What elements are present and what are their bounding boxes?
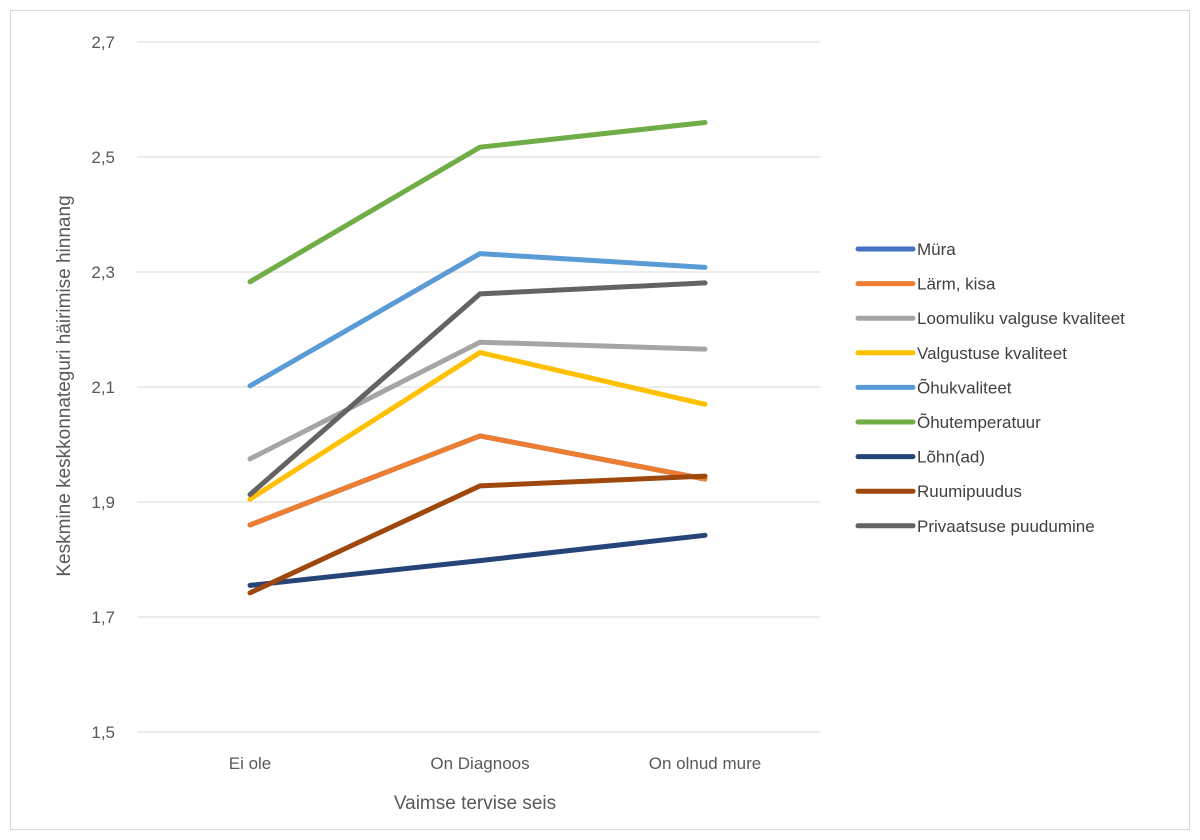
legend-label: Valgustuse kvaliteet [917,344,1067,363]
gridlines [137,41,820,733]
x-tick-label: On Diagnoos [430,754,529,773]
series-line [247,350,708,502]
y-tick-label: 2,5 [91,148,115,167]
y-tick-label: 1,5 [91,723,115,742]
series-line [247,251,708,389]
legend-label: Õhukvaliteet [917,378,1012,397]
series-line [247,473,708,596]
x-tick-label: On olnud mure [649,754,761,773]
y-tick-label: 1,9 [91,493,115,512]
series-line [247,280,708,497]
legend-label: Müra [917,240,956,259]
y-axis-ticks: 1,5 1,7 1,9 2,1 2,3 2,5 2,7 [91,33,115,742]
legend-label: Ruumipuudus [917,482,1022,501]
chart-frame [10,10,1190,830]
legend-label: Õhutemperatuur [917,413,1041,432]
legend-label: Loomuliku valguse kvaliteet [917,309,1125,328]
legend: Müra Lärm, kisa Loomuliku valguse kvalitee… [855,240,1125,536]
legend-label: Privaatsuse puudumine [917,517,1095,536]
y-tick-label: 1,7 [91,608,115,627]
x-axis-title: Vaimse tervise seis [394,793,556,814]
series-line [247,339,708,462]
y-tick-label: 2,7 [91,33,115,52]
y-tick-label: 2,1 [91,378,115,397]
series-line [247,433,708,528]
legend-label: Lõhn(ad) [917,448,985,467]
x-axis-ticks: Ei ole On Diagnoos On olnud mure [229,754,761,773]
x-tick-label: Ei ole [229,754,272,773]
series-line [247,532,708,588]
y-tick-label: 2,3 [91,263,115,282]
series-lines [247,120,708,596]
legend-label: Lärm, kisa [917,275,996,294]
y-axis-title: Keskmine keskkonnateguri häirimise hinna… [54,195,75,576]
series-line [247,120,708,285]
